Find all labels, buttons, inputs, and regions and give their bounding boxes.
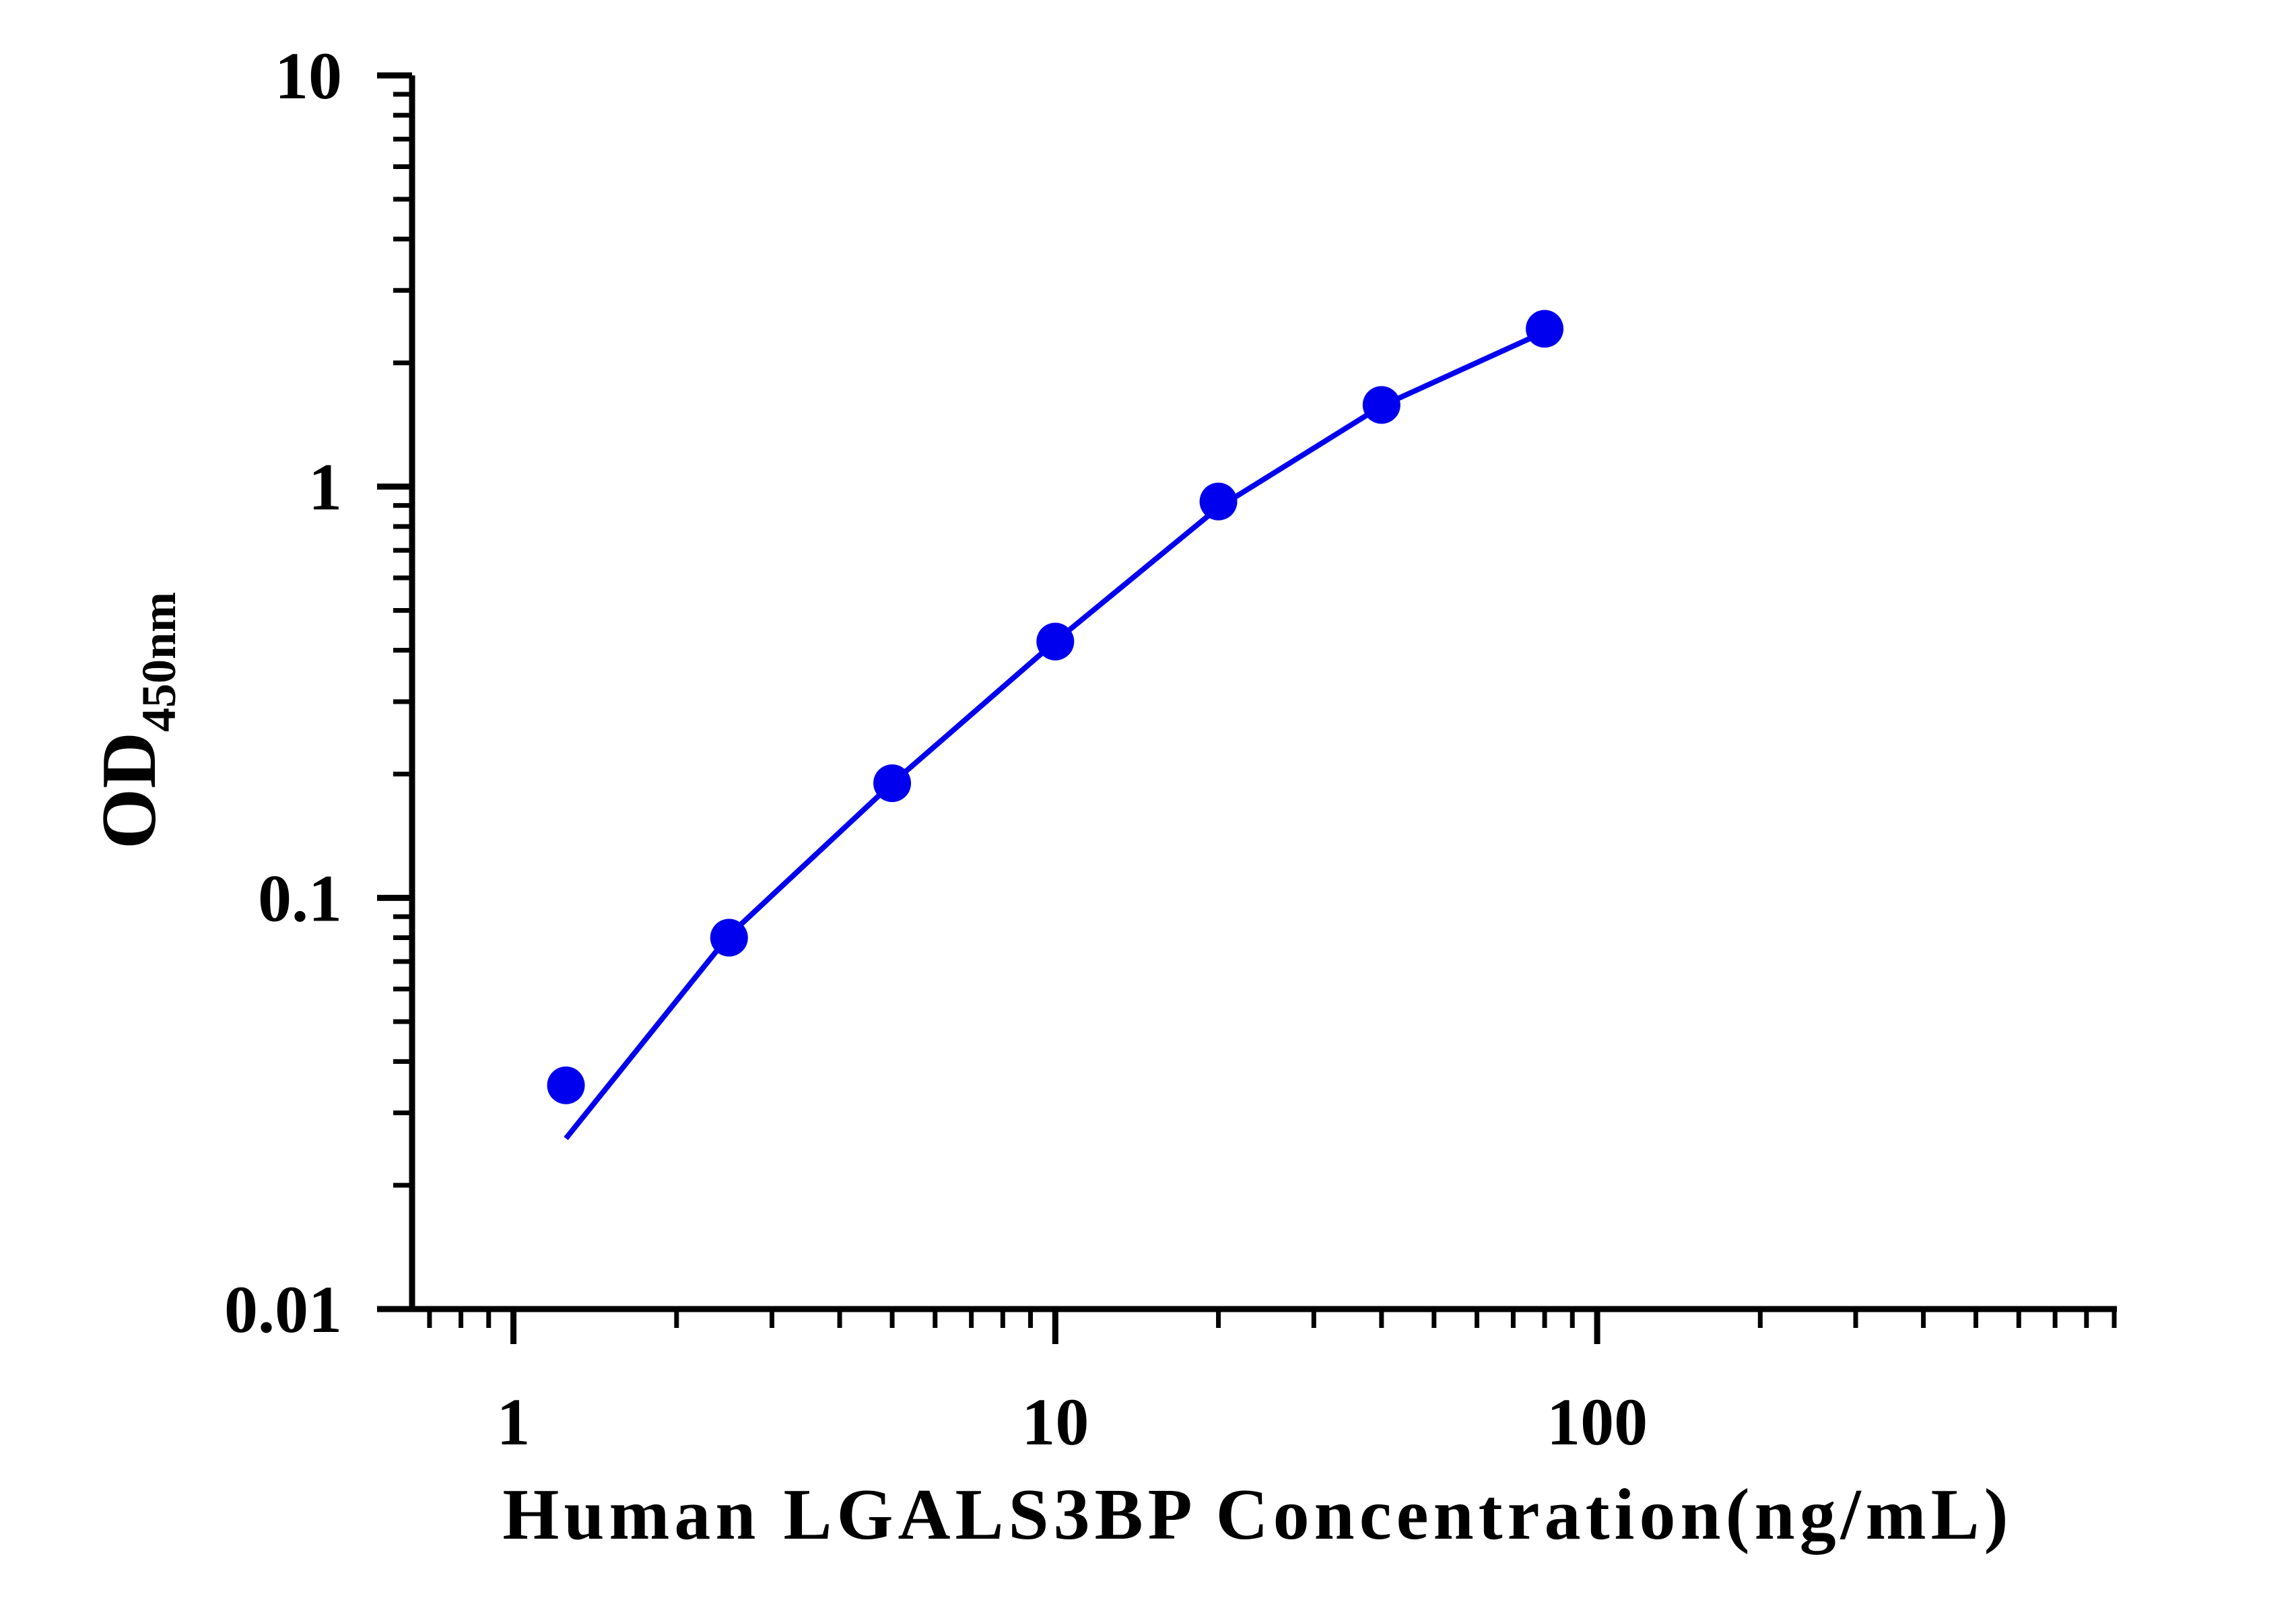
y-axis-title: OD450nm	[86, 592, 186, 849]
x-tick-label: 100	[1547, 1384, 1648, 1459]
fit-curve-line	[564, 329, 1546, 1141]
y-tick-label: 10	[275, 38, 342, 113]
data-point	[873, 764, 912, 803]
x-axis-ticks	[427, 1309, 2117, 1344]
data-point	[1526, 310, 1564, 348]
data-point	[1036, 622, 1075, 661]
data-point	[1199, 482, 1238, 521]
y-tick-label: 0.01	[224, 1272, 342, 1347]
data-point	[547, 1066, 585, 1104]
y-tick-label: 1	[308, 450, 342, 525]
y-axis-tick-labels: 0.01 0.1 1 10	[224, 38, 342, 1347]
x-axis-title: Human LGALS3BP Concentration(ng/mL)	[502, 1475, 2013, 1555]
x-tick-label: 1	[497, 1384, 531, 1459]
data-point	[710, 918, 748, 957]
y-axis-title-main: OD	[86, 732, 172, 849]
axes	[409, 75, 2117, 1312]
y-tick-label: 0.1	[258, 861, 342, 935]
data-points	[547, 310, 1564, 1104]
y-axis-ticks	[377, 72, 412, 1312]
y-axis-title-subscript: 450nm	[132, 592, 186, 732]
x-axis-tick-labels: 1 10 100	[497, 1384, 1648, 1459]
data-point	[1362, 386, 1400, 424]
x-tick-label: 10	[1021, 1384, 1089, 1459]
